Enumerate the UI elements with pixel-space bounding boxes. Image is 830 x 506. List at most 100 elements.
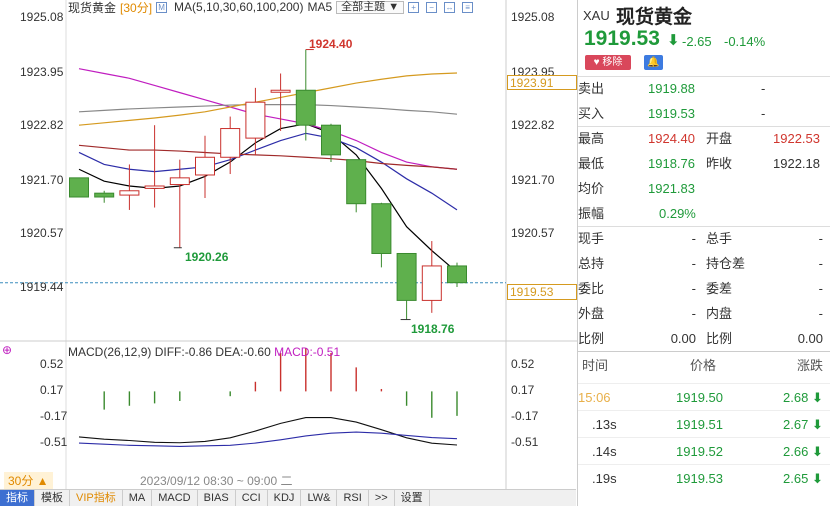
stat-value-1: - bbox=[691, 231, 696, 246]
candle-body bbox=[346, 159, 367, 205]
right-price-tick: 1922.82 bbox=[511, 118, 555, 132]
low-prev-row: 最低 1918.76 昨收 1922.18 bbox=[578, 151, 830, 176]
macd-left-tick: 0.17 bbox=[40, 383, 64, 397]
tick-price: 1919.51 bbox=[676, 417, 723, 432]
right-price-tick: 1921.70 bbox=[511, 173, 555, 187]
ticks-header-price: 价格 bbox=[690, 358, 717, 373]
candle-body bbox=[144, 185, 165, 189]
amplitude-label: 振幅 bbox=[578, 206, 605, 221]
candle-body bbox=[396, 252, 417, 301]
open-value: 1922.53 bbox=[773, 131, 820, 146]
macd-legend: MACD(26,12,9) DIFF:-0.86 DEA:-0.60 MACD:… bbox=[68, 345, 340, 359]
macd-right-tick: 0.52 bbox=[511, 357, 535, 371]
symbol-code: XAU bbox=[583, 8, 610, 23]
tick-row: 15:06 1919.50 2.68 ⬇ bbox=[578, 383, 830, 410]
ma-line bbox=[78, 68, 458, 170]
period-selector[interactable]: 30分 ▲ bbox=[4, 472, 53, 489]
tick-price: 1919.50 bbox=[676, 390, 723, 405]
candle-body bbox=[421, 265, 442, 301]
left-price-tick: 1923.95 bbox=[20, 65, 64, 79]
high-annotation: 1924.40 bbox=[309, 37, 353, 51]
ticks-header-time: 时间 bbox=[582, 358, 609, 373]
remove-watchlist-button[interactable]: ♥ 移除 bbox=[585, 55, 631, 70]
macd-settings-icon[interactable]: ⊕ bbox=[2, 343, 13, 357]
indicator-tab[interactable]: 指标 bbox=[0, 490, 35, 506]
tick-time: .13s bbox=[592, 417, 617, 432]
cursor-date: 2023/09/12 08:30 ~ 09:00 二 bbox=[140, 474, 293, 488]
indicator-tab[interactable]: BIAS bbox=[198, 490, 236, 506]
last-price-tag: 1919.53 bbox=[507, 284, 577, 300]
indicator-tab[interactable]: RSI bbox=[337, 490, 369, 506]
left-price-tick: 1922.82 bbox=[20, 118, 64, 132]
tick-change: 2.68 bbox=[783, 390, 809, 405]
indicator-tab[interactable]: >> bbox=[369, 490, 395, 506]
macd-diff-line bbox=[78, 416, 458, 446]
tick-change: 2.67 bbox=[783, 417, 809, 432]
candle-body bbox=[295, 89, 316, 126]
high-label: 最高 bbox=[578, 131, 605, 146]
stat-value-2: - bbox=[818, 306, 823, 321]
ma-line bbox=[78, 132, 458, 211]
stat-value-1: - bbox=[691, 281, 696, 296]
stat-label-2: 委差 bbox=[706, 281, 733, 296]
settings-icon[interactable]: ≡ bbox=[462, 1, 474, 13]
candle-body bbox=[119, 190, 140, 196]
stat-row: 外盘 - 内盘 - bbox=[578, 301, 830, 326]
current-price: 1919.53 bbox=[584, 27, 660, 50]
indicator-tab[interactable]: 设置 bbox=[395, 490, 430, 506]
indicator-tab[interactable]: VIP指标 bbox=[70, 490, 123, 506]
indicator-tab[interactable]: LW& bbox=[301, 490, 338, 506]
indicator-tab[interactable]: KDJ bbox=[268, 490, 302, 506]
macd-right-tick: -0.51 bbox=[511, 435, 539, 449]
tick-change: 2.66 bbox=[783, 444, 809, 459]
tick-price: 1919.52 bbox=[676, 444, 723, 459]
open-label: 开盘 bbox=[706, 131, 733, 146]
low-value: 1918.76 bbox=[648, 156, 695, 171]
indicator-tab[interactable]: 模板 bbox=[35, 490, 70, 506]
sell-label: 卖出 bbox=[578, 81, 605, 96]
down-arrow-icon: ⬇ bbox=[812, 417, 823, 432]
macd-title: MACD(26,12,9) bbox=[68, 345, 152, 359]
buy-price: 1919.53 bbox=[648, 106, 695, 121]
price-change-pct: -0.14% bbox=[724, 34, 766, 49]
stat-value-2: - bbox=[818, 256, 823, 271]
candle-body bbox=[220, 128, 241, 158]
sell-volume: - bbox=[761, 81, 766, 96]
price-change: -2.65 bbox=[682, 34, 712, 49]
candle-body bbox=[270, 89, 291, 93]
low-annotation-2: 1918.76 bbox=[411, 322, 455, 336]
chart-symbol-name: 现货黄金 bbox=[68, 0, 117, 15]
indicator-tab[interactable]: CCI bbox=[236, 490, 268, 506]
tick-time: 15:06 bbox=[578, 390, 611, 405]
stat-value-2: 0.00 bbox=[797, 331, 823, 346]
alert-bell-button[interactable]: 🔔 bbox=[644, 55, 663, 70]
macd-left-tick: -0.17 bbox=[40, 409, 68, 423]
stat-row: 委比 - 委差 - bbox=[578, 276, 830, 301]
ticks-header: 时间 价格 涨跌 bbox=[578, 353, 830, 378]
ma-toggle-icon[interactable]: M bbox=[156, 1, 168, 13]
high-open-row: 最高 1924.40 开盘 1922.53 bbox=[578, 126, 830, 151]
ma5-label: MA5 bbox=[307, 0, 333, 14]
stat-label-1: 委比 bbox=[578, 281, 605, 296]
chart-period-tag: [30分] bbox=[120, 0, 153, 15]
ma-line bbox=[78, 144, 458, 170]
kline-chart[interactable] bbox=[0, 0, 577, 489]
zoom-in-icon[interactable]: + bbox=[408, 1, 420, 13]
candle-body bbox=[245, 101, 266, 139]
remove-label: 移除 bbox=[602, 57, 623, 68]
zoom-out-icon[interactable]: − bbox=[426, 1, 438, 13]
theme-dropdown[interactable]: 全部主题 ▼ bbox=[336, 0, 405, 14]
indicator-tab[interactable]: MACD bbox=[152, 490, 198, 506]
stat-label-2: 总手 bbox=[706, 231, 733, 246]
stat-row: 现手 - 总手 - bbox=[578, 226, 830, 251]
indicator-tab[interactable]: MA bbox=[123, 490, 153, 506]
candle-body bbox=[447, 265, 467, 284]
candle-body bbox=[195, 156, 215, 176]
right-price-tick: 1920.57 bbox=[511, 226, 555, 240]
stat-value-1: - bbox=[691, 256, 696, 271]
stat-label-1: 现手 bbox=[578, 231, 605, 246]
ma-price-tag: 1923.91 bbox=[507, 75, 577, 90]
macd-value: MACD:-0.51 bbox=[274, 345, 341, 359]
stat-value-1: 0.00 bbox=[670, 331, 696, 346]
move-icon[interactable]: ↔ bbox=[444, 1, 456, 13]
